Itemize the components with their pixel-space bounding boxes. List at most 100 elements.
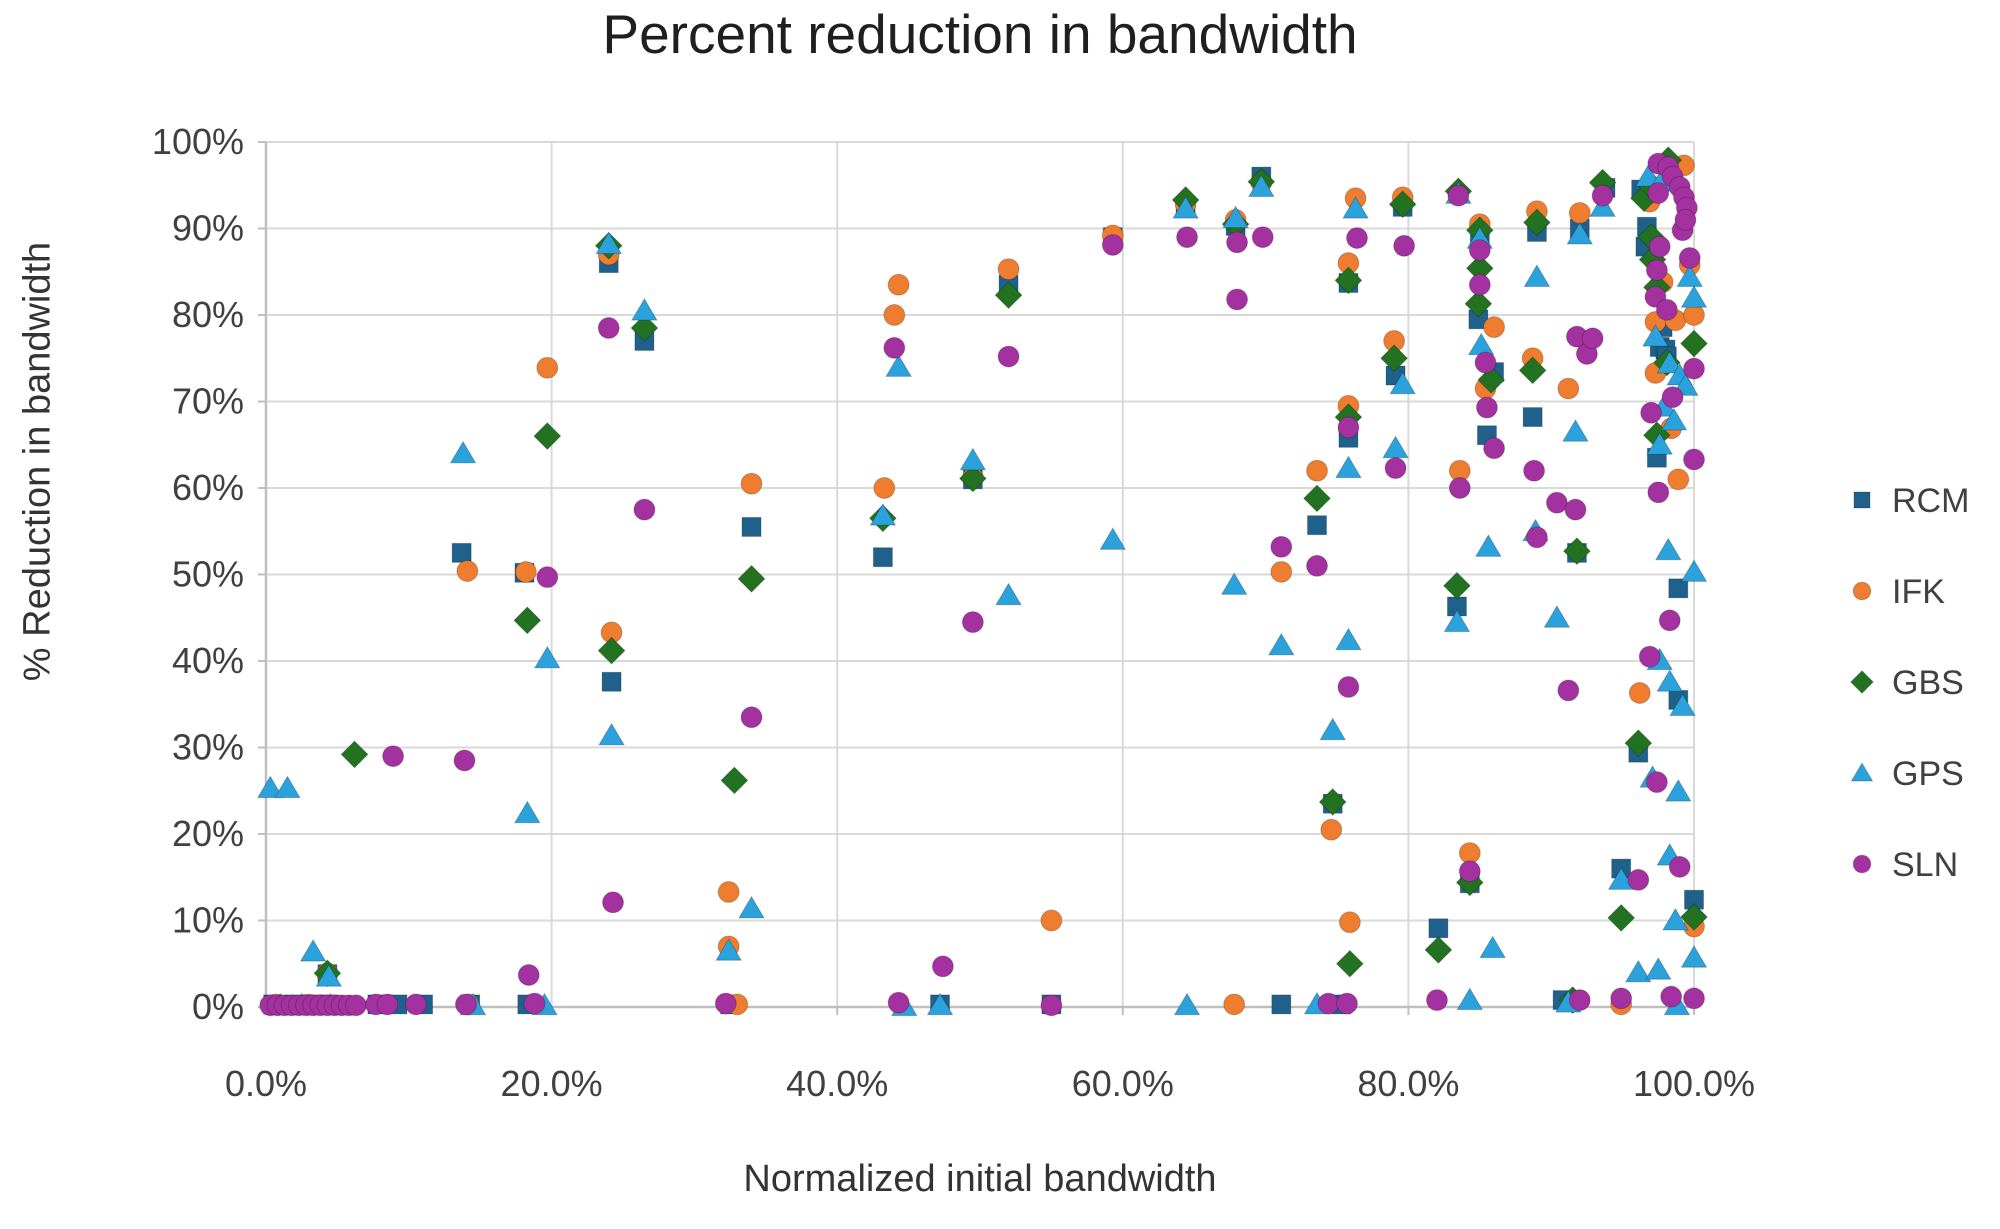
data-point-GPS [1456, 987, 1484, 1011]
y-tick-label: 80% [172, 294, 244, 335]
data-point-SLN [1627, 868, 1650, 891]
x-tick-label: 0.0% [225, 1063, 307, 1104]
data-point-SLN [1251, 226, 1274, 249]
data-point-GPS [1474, 534, 1502, 557]
data-point-SLN [740, 706, 763, 729]
data-point-RCM [1522, 407, 1543, 428]
data-point-RCM [1271, 994, 1292, 1015]
data-point-IFK [1568, 201, 1591, 224]
data-point-RCM [451, 542, 472, 563]
data-point-GBS [737, 564, 766, 593]
data-point-GPS [513, 800, 541, 824]
data-point-GPS [1662, 907, 1689, 931]
data-point-SLN [1638, 645, 1661, 668]
data-point-GPS [1624, 959, 1652, 983]
data-point-GPS [1319, 717, 1347, 741]
data-point-SLN [961, 611, 984, 634]
data-point-SLN [454, 993, 477, 1016]
data-point-SLN [931, 955, 954, 978]
data-point-GBS [1522, 208, 1551, 237]
data-point-SLN [1678, 246, 1701, 269]
y-tick-label: 30% [172, 727, 244, 768]
data-point-SLN [1384, 457, 1407, 480]
data-point-GPS [1389, 371, 1417, 395]
data-point-GPS [1222, 205, 1250, 229]
data-point-GBS [1335, 949, 1364, 978]
data-point-GPS [1642, 323, 1669, 347]
data-point-SLN [1483, 437, 1506, 460]
data-point-GPS [1680, 284, 1708, 308]
data-point-SLN [1610, 987, 1633, 1010]
data-point-RCM [872, 547, 893, 568]
data-point-GBS [958, 464, 987, 493]
y-tick-label: 100% [152, 121, 244, 162]
data-point-IFK [1223, 993, 1246, 1016]
data-point-SLN [997, 345, 1020, 368]
data-point-SLN [1647, 182, 1670, 204]
data-point-SLN [1647, 481, 1670, 504]
y-tick-label: 70% [172, 381, 244, 422]
data-point-SLN [633, 498, 656, 521]
data-point-RCM [601, 671, 622, 692]
data-point-GBS [533, 422, 562, 451]
data-point-GBS [513, 606, 542, 635]
data-point-GBS [1424, 935, 1453, 964]
data-point-GBS [1477, 365, 1506, 394]
data-point-SLN [1683, 357, 1705, 380]
data-point-GPS [1634, 163, 1662, 187]
data-point-SLN [1468, 273, 1491, 296]
data-point-SLN [1337, 416, 1360, 439]
data-point-SLN [1270, 535, 1293, 558]
data-point-GBS [1624, 729, 1653, 758]
legend-marker-GPS [1850, 762, 1874, 782]
data-point-GBS [1679, 329, 1709, 358]
data-point-GBS [1318, 787, 1347, 817]
data-point-SLN [1336, 992, 1358, 1015]
data-point-RCM [1668, 578, 1689, 599]
y-tick-label: 40% [172, 640, 244, 681]
data-point-GPS [1660, 407, 1688, 431]
data-point-SLN [1458, 860, 1481, 883]
data-point-GPS [995, 582, 1022, 606]
data-point-SLN [1674, 208, 1697, 231]
data-point-IFK [1667, 468, 1690, 491]
data-point-SLN [1655, 298, 1678, 321]
data-point-IFK [717, 881, 740, 903]
data-point-GPS [299, 938, 327, 962]
data-point-GPS [1656, 350, 1684, 374]
legend-marker-IFK [1852, 581, 1872, 601]
data-point-SLN [1564, 498, 1587, 521]
y-tick-label: 50% [172, 554, 244, 595]
data-point-SLN [1591, 184, 1614, 207]
data-point-SLN [1661, 386, 1684, 409]
data-point-IFK [1557, 377, 1580, 400]
legend-label-IFK: IFK [1892, 573, 1945, 611]
data-point-IFK [1306, 459, 1328, 482]
data-point-SLN [453, 749, 476, 772]
data-point-IFK [1338, 911, 1361, 934]
data-point-GPS [533, 645, 561, 669]
data-point-GBS [1464, 289, 1493, 318]
data-point-GPS [1562, 419, 1589, 442]
data-point-GBS [340, 740, 369, 769]
data-point-GPS [1342, 195, 1369, 219]
data-point-IFK [456, 560, 479, 582]
data-point-GBS [1442, 571, 1471, 600]
data-point-SLN [376, 993, 399, 1016]
data-point-GPS [631, 297, 658, 321]
data-point-SLN [1393, 234, 1416, 257]
data-point-GPS [959, 447, 987, 471]
data-point-GPS [885, 354, 913, 377]
data-point-GPS [256, 775, 284, 799]
data-point-GPS [1664, 778, 1692, 802]
data-point-SLN [1640, 401, 1663, 424]
data-point-SLN [1581, 327, 1604, 350]
data-point-GPS [1644, 957, 1672, 980]
data-point-SLN [382, 745, 405, 768]
data-point-IFK [1320, 818, 1343, 841]
data-point-SLN [1101, 233, 1124, 256]
data-point-SLN [1337, 676, 1360, 698]
data-point-SLN [1523, 459, 1546, 482]
data-point-IFK [883, 304, 906, 326]
